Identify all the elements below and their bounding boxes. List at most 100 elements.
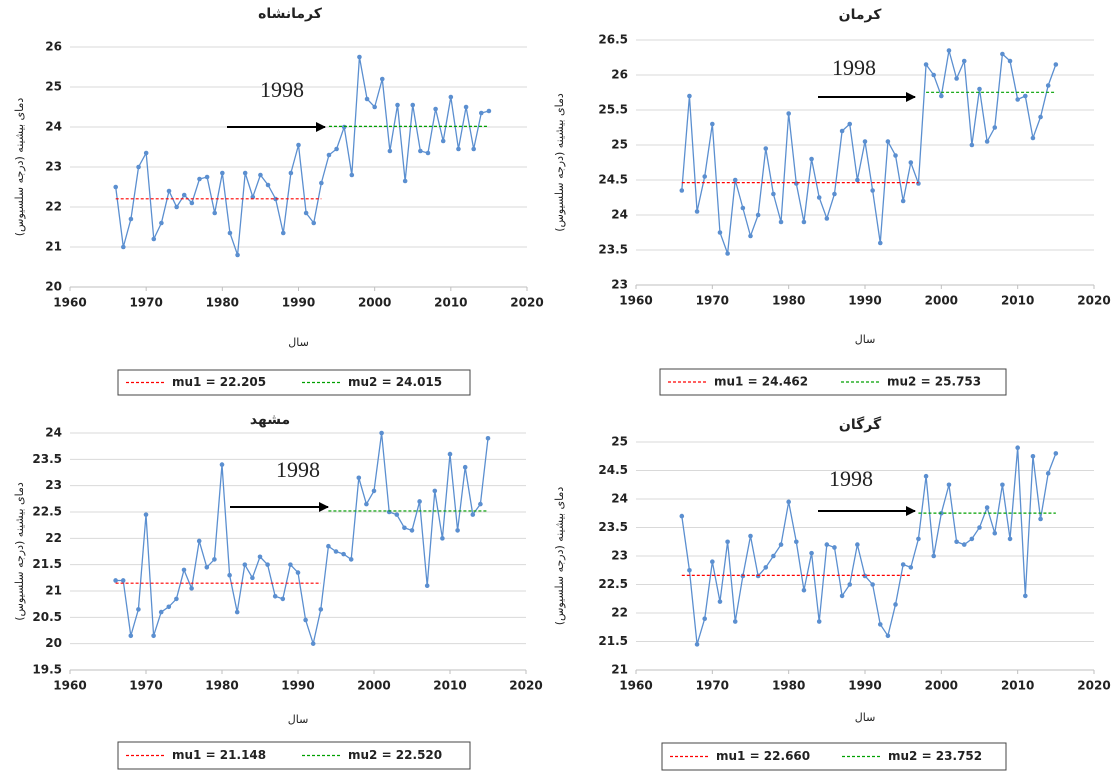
data-point bbox=[227, 572, 232, 578]
data-point bbox=[120, 578, 126, 583]
x-tick-label: 1960 bbox=[53, 296, 86, 310]
data-point bbox=[710, 559, 715, 564]
data-point bbox=[280, 230, 286, 236]
data-point bbox=[364, 96, 370, 102]
x-tick-label: 2010 bbox=[434, 296, 467, 310]
data-point bbox=[113, 184, 118, 190]
data-point bbox=[839, 128, 845, 134]
data-point bbox=[916, 181, 921, 186]
data-point bbox=[794, 539, 799, 545]
data-point bbox=[486, 108, 492, 114]
data-point bbox=[778, 542, 784, 547]
y-tick-label: 24 bbox=[45, 426, 62, 440]
y-tick-label: 24 bbox=[611, 492, 628, 506]
data-point bbox=[893, 153, 898, 158]
annotation: 1998 bbox=[276, 457, 320, 482]
y-tick-label: 20.5 bbox=[32, 610, 62, 624]
x-tick-label: 2010 bbox=[1001, 679, 1034, 693]
data-point bbox=[424, 583, 430, 589]
data-point bbox=[432, 488, 438, 494]
x-tick-label: 1990 bbox=[848, 679, 881, 693]
x-tick-label: 2000 bbox=[357, 679, 390, 693]
data-point bbox=[478, 501, 483, 507]
x-tick-label: 2010 bbox=[433, 679, 466, 693]
data-point bbox=[288, 170, 294, 176]
y-tick-label: 25 bbox=[611, 138, 628, 152]
x-tick-label: 2000 bbox=[358, 296, 391, 310]
data-point bbox=[479, 110, 484, 116]
data-point bbox=[992, 125, 998, 130]
y-tick-label: 23 bbox=[611, 278, 628, 292]
data-point bbox=[977, 86, 982, 92]
data-point bbox=[311, 220, 317, 226]
data-point bbox=[181, 567, 187, 573]
data-point bbox=[778, 219, 784, 225]
y-axis-label: دمای بیشینه (درجه سلسیوس) bbox=[13, 98, 26, 237]
data-point bbox=[128, 633, 134, 639]
y-tick-label: 26 bbox=[611, 68, 628, 82]
data-line bbox=[681, 50, 1057, 254]
data-point bbox=[824, 216, 830, 221]
data-point bbox=[372, 104, 377, 110]
legend-label: mu2 = 25.753 bbox=[887, 375, 981, 389]
data-point bbox=[946, 482, 952, 488]
data-point bbox=[931, 553, 936, 559]
data-point bbox=[333, 549, 339, 554]
data-point bbox=[870, 188, 875, 193]
data-point bbox=[379, 430, 384, 436]
data-point bbox=[151, 236, 157, 242]
data-point bbox=[969, 536, 975, 542]
data-point bbox=[763, 146, 769, 151]
legend-label: mu2 = 24.015 bbox=[348, 375, 442, 389]
data-point bbox=[923, 62, 929, 67]
data-point bbox=[234, 609, 240, 615]
data-point bbox=[862, 139, 868, 144]
y-tick-label: 25.5 bbox=[598, 103, 628, 117]
data-point bbox=[961, 542, 967, 547]
data-point bbox=[189, 200, 195, 206]
data-point bbox=[725, 251, 730, 256]
data-point bbox=[679, 513, 685, 519]
data-point bbox=[855, 177, 860, 183]
data-point bbox=[877, 622, 883, 627]
data-point bbox=[786, 499, 791, 505]
data-point bbox=[755, 212, 761, 218]
data-point bbox=[242, 562, 248, 567]
y-tick-label: 22 bbox=[45, 200, 62, 214]
legend-label: mu1 = 22.660 bbox=[716, 749, 810, 763]
data-point bbox=[816, 619, 822, 624]
data-point bbox=[1038, 114, 1043, 120]
data-point bbox=[196, 538, 202, 544]
chart-title: گرگان bbox=[839, 416, 882, 433]
x-tick-label: 1970 bbox=[696, 294, 729, 308]
data-point bbox=[357, 54, 362, 60]
x-axis-label: سال bbox=[288, 336, 309, 349]
data-point bbox=[877, 240, 883, 246]
y-tick-label: 26.5 bbox=[598, 33, 628, 47]
data-point bbox=[334, 146, 339, 152]
data-point bbox=[447, 451, 453, 457]
data-point bbox=[702, 616, 707, 621]
data-point bbox=[801, 587, 807, 593]
data-point bbox=[1023, 593, 1028, 599]
data-point bbox=[212, 557, 217, 562]
data-point bbox=[348, 557, 354, 562]
data-point bbox=[349, 172, 355, 178]
data-point bbox=[219, 462, 225, 467]
y-tick-label: 24.5 bbox=[598, 463, 628, 477]
data-point bbox=[679, 188, 685, 193]
y-tick-label: 21 bbox=[45, 240, 62, 254]
data-point bbox=[272, 593, 278, 599]
annotation: 1998 bbox=[829, 466, 873, 491]
data-point bbox=[197, 176, 202, 182]
data-point bbox=[710, 121, 715, 127]
data-point bbox=[121, 244, 126, 250]
data-point bbox=[1045, 471, 1051, 476]
chart-title: کرمانشاه bbox=[258, 6, 323, 22]
data-point bbox=[485, 435, 491, 441]
data-point bbox=[832, 545, 837, 550]
data-point bbox=[212, 210, 218, 216]
data-point bbox=[166, 604, 172, 610]
data-point bbox=[916, 536, 921, 542]
data-line bbox=[681, 447, 1057, 645]
